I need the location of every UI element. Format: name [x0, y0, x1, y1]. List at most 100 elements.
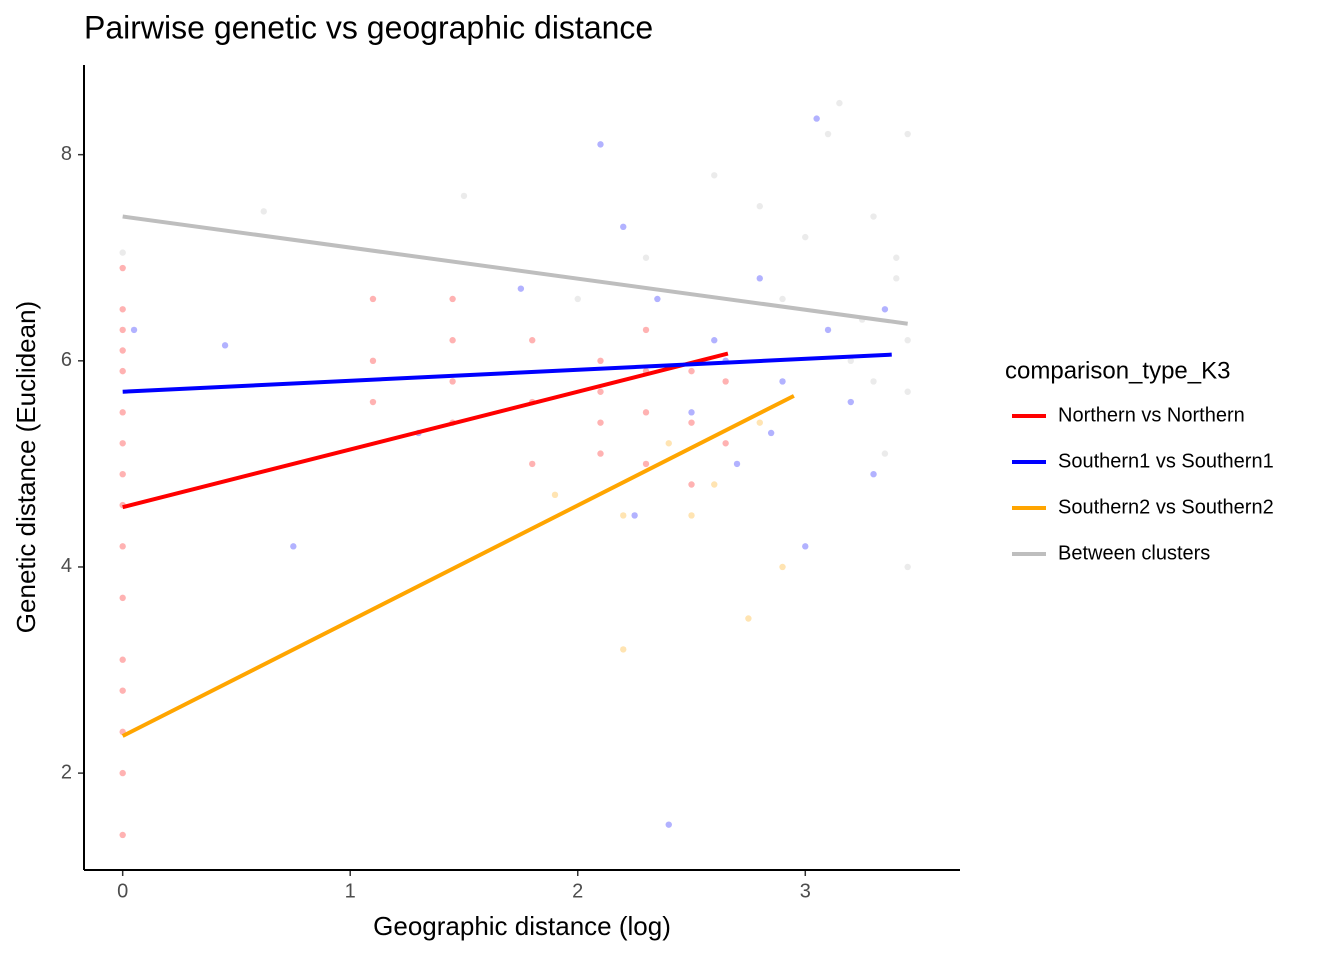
point: [130, 326, 138, 334]
point: [779, 378, 786, 385]
y-tick-label: 8: [61, 143, 72, 165]
point: [881, 450, 889, 457]
point: [870, 213, 877, 220]
x-tick-label: 3: [800, 880, 811, 902]
point: [119, 264, 126, 272]
point: [836, 99, 843, 107]
point: [119, 249, 126, 256]
point: [369, 398, 377, 406]
point: [460, 192, 468, 200]
point: [711, 481, 718, 488]
point: [756, 275, 763, 282]
y-tick-label: 4: [61, 555, 72, 577]
point: [722, 378, 729, 385]
point: [802, 543, 809, 550]
y-tick-label: 6: [61, 349, 72, 371]
point: [813, 115, 820, 122]
legend-label: Northern vs Northern: [1058, 404, 1245, 426]
point: [802, 233, 809, 241]
point: [119, 440, 126, 447]
point: [688, 481, 695, 488]
chart-title: Pairwise genetic vs geographic distance: [84, 9, 653, 45]
point: [369, 295, 377, 303]
point: [221, 342, 229, 349]
point: [119, 769, 126, 777]
point: [893, 254, 900, 261]
point: [779, 563, 786, 571]
point: [620, 512, 627, 519]
fit-line: [121, 394, 795, 738]
y-tick-label: 2: [61, 761, 72, 783]
point: [119, 687, 126, 694]
point: [722, 440, 729, 447]
point: [260, 208, 267, 215]
point: [119, 594, 126, 602]
point: [119, 347, 126, 354]
point: [597, 388, 604, 395]
point: [654, 295, 661, 303]
point: [119, 543, 126, 550]
point: [449, 337, 456, 344]
x-tick-label: 2: [572, 880, 583, 902]
point: [642, 254, 650, 261]
point: [551, 491, 559, 499]
legend-label: Southern2 vs Southern2: [1058, 496, 1274, 518]
point: [119, 470, 126, 478]
y-axis-label: Genetic distance (Euclidean): [11, 301, 41, 633]
point: [574, 295, 581, 303]
legend-title: comparison_type_K3: [1005, 357, 1230, 384]
point: [369, 357, 377, 365]
point: [881, 306, 889, 313]
point: [620, 223, 627, 231]
point: [119, 656, 126, 663]
x-tick-label: 1: [345, 880, 356, 902]
point: [642, 409, 650, 416]
point: [631, 512, 638, 519]
point: [733, 460, 741, 468]
point: [517, 285, 525, 292]
point: [779, 295, 786, 303]
point: [665, 440, 672, 447]
point: [597, 357, 604, 365]
fit-line: [122, 352, 892, 394]
point: [904, 388, 911, 395]
point: [711, 337, 718, 344]
point: [119, 409, 126, 416]
point: [904, 563, 911, 571]
point: [847, 357, 854, 365]
point: [529, 337, 536, 344]
x-axis-label: Geographic distance (log): [373, 911, 671, 941]
point: [642, 460, 650, 468]
x-tick-label: 0: [117, 880, 128, 902]
point: [904, 337, 911, 344]
point: [597, 141, 604, 148]
point: [688, 419, 695, 426]
point: [119, 831, 126, 839]
point: [597, 419, 604, 426]
point: [642, 326, 650, 334]
point: [767, 429, 775, 437]
point: [665, 821, 672, 828]
fit-line: [122, 214, 908, 326]
point: [597, 450, 604, 457]
point: [711, 172, 718, 179]
point: [119, 326, 126, 334]
point: [745, 615, 752, 622]
point: [870, 378, 877, 385]
point: [119, 367, 126, 375]
point: [756, 203, 763, 210]
point: [824, 326, 832, 334]
legend-label: Between clusters: [1058, 542, 1210, 564]
point: [688, 512, 695, 519]
point: [688, 367, 695, 375]
point: [529, 460, 536, 468]
point: [620, 646, 627, 653]
point: [290, 543, 297, 550]
point: [824, 130, 832, 138]
fit-line: [122, 351, 729, 510]
point: [688, 409, 695, 416]
point: [449, 295, 456, 303]
point: [119, 306, 126, 313]
point: [449, 378, 456, 385]
